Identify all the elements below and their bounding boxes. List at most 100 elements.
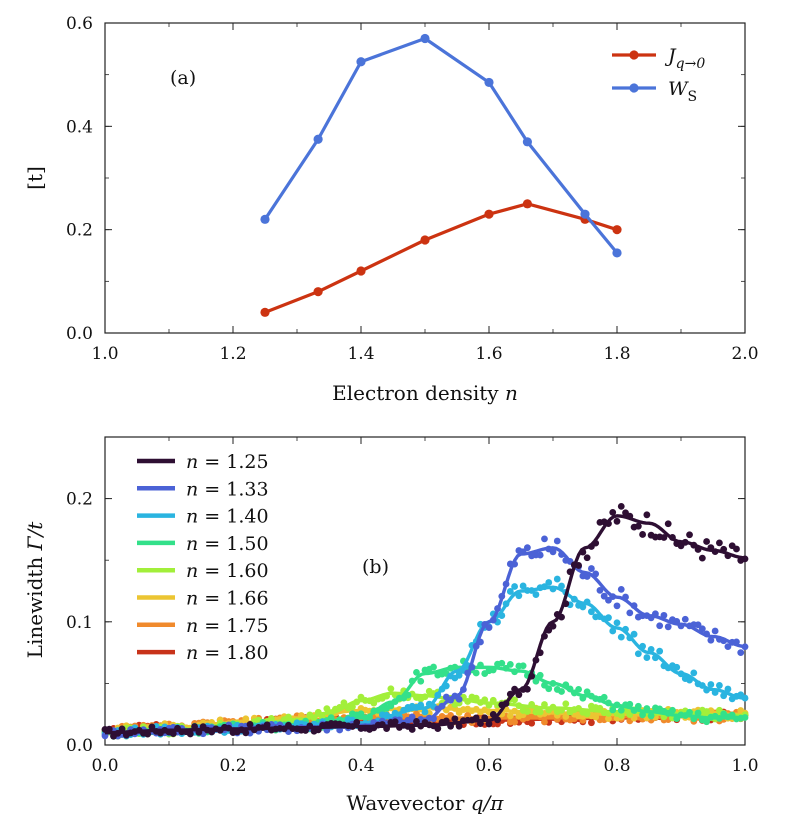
data-point	[617, 585, 625, 593]
data-point	[596, 586, 604, 594]
data-point	[605, 715, 612, 722]
data-point	[600, 693, 608, 701]
data-point	[420, 33, 430, 44]
data-point	[643, 654, 651, 661]
data-point	[541, 535, 548, 543]
data-point	[408, 726, 416, 733]
x-axis-label-b: Wavevector q/π	[347, 791, 505, 815]
data-point	[698, 554, 706, 562]
data-point	[562, 700, 570, 708]
legend-label: n = 1.50	[186, 533, 269, 555]
data-point	[553, 575, 561, 583]
data-point	[522, 137, 533, 147]
data-point	[498, 659, 506, 667]
legend-label: n = 1.75	[186, 615, 269, 637]
data-point	[600, 592, 608, 600]
data-point	[549, 548, 557, 556]
data-point	[630, 630, 638, 638]
y-axis-label-b: Linewidth Γ/t	[23, 521, 47, 659]
legend-label: WS	[668, 78, 697, 105]
data-point	[580, 209, 590, 219]
data-point	[703, 718, 710, 726]
data-point	[617, 502, 625, 510]
data-point	[506, 588, 514, 595]
data-point	[617, 633, 625, 641]
data-point	[612, 248, 622, 258]
x-tick-label: 1.0	[731, 756, 758, 776]
x-tick-label: 2.0	[731, 344, 758, 364]
data-point	[613, 602, 621, 610]
data-point	[524, 708, 531, 715]
data-point	[673, 663, 681, 671]
x-tick-label: 0.6	[475, 756, 502, 776]
data-point	[260, 214, 270, 224]
data-point	[664, 520, 672, 528]
data-point	[583, 688, 591, 696]
data-point	[353, 718, 361, 726]
data-point	[413, 717, 420, 725]
data-point	[260, 307, 270, 317]
x-tick-label: 1.2	[219, 344, 246, 364]
data-point	[660, 534, 668, 541]
data-point	[609, 706, 617, 714]
data-point	[575, 685, 582, 693]
data-point	[421, 708, 429, 716]
data-point	[434, 725, 442, 733]
data-point	[417, 677, 425, 685]
data-point	[613, 517, 621, 525]
y-tick-label: 0.2	[66, 490, 93, 510]
data-point	[681, 615, 689, 623]
data-point	[242, 729, 250, 737]
data-point	[698, 625, 706, 633]
data-point	[588, 719, 595, 727]
data-point	[242, 715, 250, 723]
data-point	[313, 134, 323, 144]
data-point	[357, 710, 365, 718]
data-point	[617, 706, 625, 714]
data-point	[553, 537, 561, 545]
data-point	[186, 730, 194, 738]
data-point	[656, 647, 664, 655]
data-point	[733, 545, 740, 553]
data-point	[664, 623, 672, 631]
data-point	[613, 619, 621, 627]
data-point	[639, 531, 646, 538]
series-group-b	[101, 502, 749, 740]
data-point	[455, 672, 463, 679]
panel-label-b: (b)	[362, 556, 389, 578]
data-point	[387, 685, 395, 693]
series-line-1	[263, 36, 619, 254]
data-point	[413, 669, 420, 676]
data-point	[522, 199, 533, 209]
y-axis-label-a: [t]	[23, 166, 47, 190]
x-tick-label: 0.8	[603, 756, 630, 776]
data-point	[694, 621, 702, 629]
data-point	[588, 608, 595, 616]
panel-label-a: (a)	[170, 67, 196, 89]
x-tick-label: 0.4	[347, 756, 374, 776]
data-point	[617, 711, 625, 719]
legend-label: n = 1.40	[186, 506, 269, 528]
data-point	[408, 713, 416, 721]
data-point	[484, 77, 494, 88]
data-point	[588, 565, 595, 572]
data-point	[605, 614, 612, 622]
y-tick-label: 0.0	[66, 324, 93, 344]
data-point	[707, 636, 715, 644]
data-point	[506, 661, 514, 668]
data-point	[370, 699, 378, 707]
data-point	[716, 539, 723, 547]
data-point	[263, 721, 271, 729]
data-point	[536, 551, 544, 559]
x-axis-label-a: Electron density n	[332, 381, 518, 405]
data-point	[609, 627, 617, 635]
data-point	[724, 643, 732, 650]
data-point	[485, 624, 493, 631]
plot-frame-a	[104, 22, 746, 334]
data-point	[268, 714, 275, 722]
data-point	[532, 591, 540, 598]
data-point	[519, 662, 527, 670]
data-point	[451, 715, 459, 723]
series-line-0	[264, 202, 618, 314]
